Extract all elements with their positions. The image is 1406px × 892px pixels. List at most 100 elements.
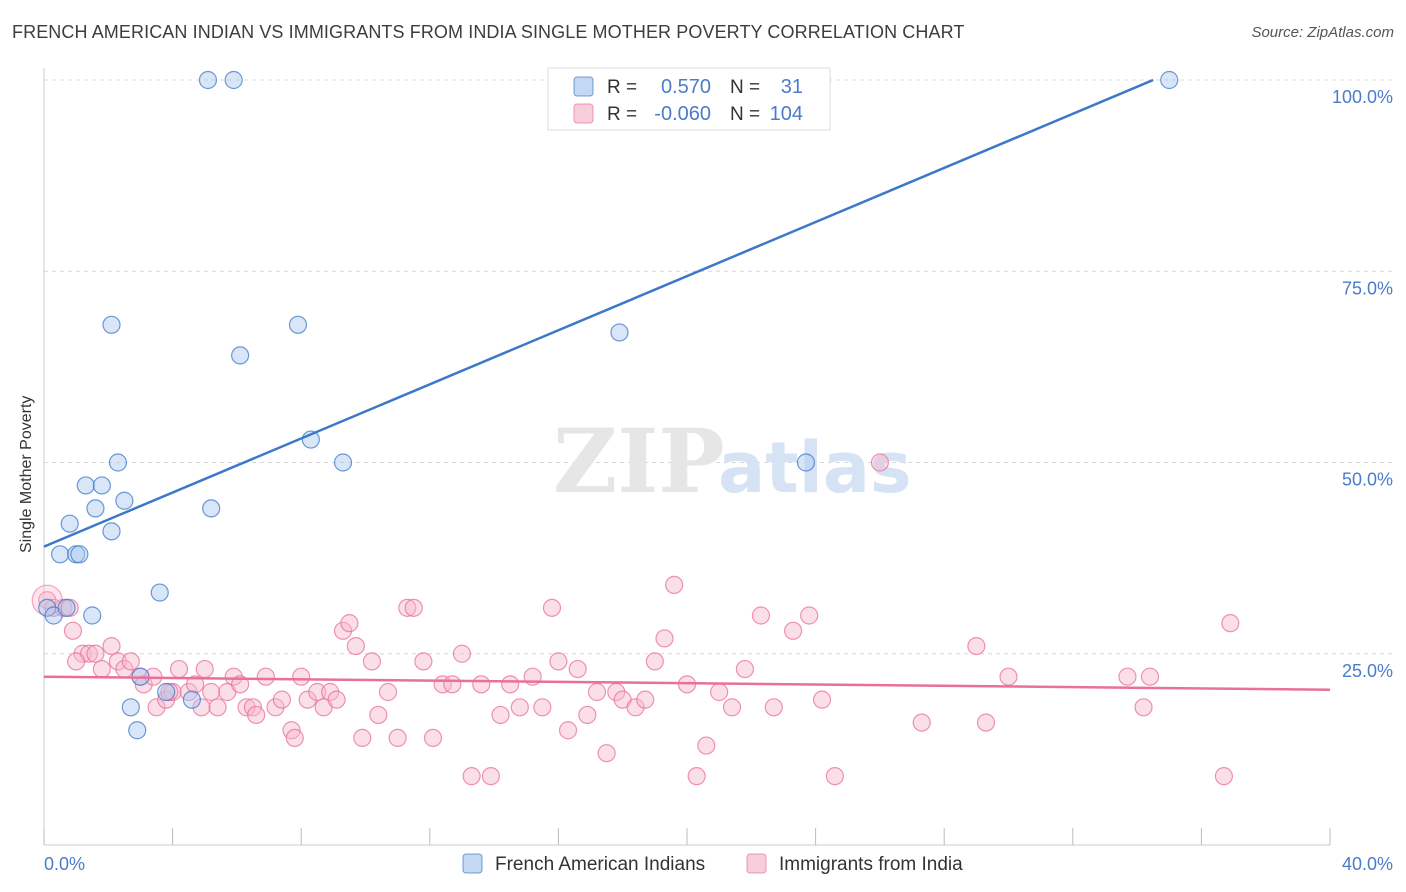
- point-immigrants-from-india: [687, 767, 706, 786]
- legend-n-value: 31: [781, 76, 803, 98]
- point-immigrants-from-india: [751, 606, 771, 625]
- point-immigrants-from-india: [298, 690, 317, 709]
- y-tick-label: 75.0%: [1342, 278, 1393, 298]
- point-immigrants-from-india: [636, 690, 655, 709]
- legend-r-value: -0.060: [654, 103, 711, 125]
- point-immigrants-from-india: [645, 652, 664, 671]
- point-immigrants-from-india: [147, 698, 166, 717]
- point-french-american-indian: [70, 545, 89, 564]
- point-immigrants-from-india: [665, 575, 684, 595]
- trend-line-immigrants-from-india: [43, 675, 1331, 691]
- point-immigrants-from-india: [501, 675, 520, 694]
- point-immigrants-from-india: [542, 598, 562, 617]
- point-immigrants-from-india: [346, 636, 365, 656]
- point-immigrants-from-india: [462, 767, 481, 786]
- point-french-american-indian: [60, 514, 79, 533]
- series-french-american-indians: [38, 70, 1179, 740]
- point-immigrants-from-india: [362, 652, 382, 671]
- legend-r-label: R =: [607, 104, 637, 125]
- watermark-zip: ZIP: [553, 409, 725, 513]
- point-french-american-indian: [150, 583, 169, 602]
- gridlines: [44, 79, 1395, 655]
- point-immigrants-from-india: [231, 675, 250, 694]
- point-french-american-indian: [108, 453, 128, 472]
- point-french-american-indian: [121, 698, 140, 717]
- point-french-american-indian: [50, 545, 70, 564]
- point-french-american-indian: [202, 499, 221, 518]
- point-immigrants-from-india: [285, 728, 304, 748]
- point-immigrants-from-india: [491, 705, 510, 725]
- point-immigrants-from-india: [587, 682, 607, 702]
- point-immigrants-from-india: [452, 644, 472, 663]
- point-immigrants-from-india: [912, 713, 931, 732]
- point-immigrants-from-india: [1118, 667, 1137, 686]
- point-immigrants-from-india: [1221, 614, 1240, 633]
- point-immigrants-from-india: [533, 698, 552, 717]
- point-immigrants-from-india: [202, 682, 221, 702]
- point-french-american-indian: [157, 682, 176, 702]
- point-immigrants-from-india: [1140, 667, 1160, 686]
- point-immigrants-from-india: [414, 652, 433, 671]
- point-immigrants-from-india: [186, 675, 205, 694]
- bottom-legend: French American Indians Immigrants from I…: [462, 853, 963, 875]
- x-tick-label-max: 40.0%: [1342, 854, 1393, 874]
- point-immigrants-from-india: [423, 728, 443, 748]
- point-immigrants-from-india: [308, 682, 327, 702]
- point-french-american-indian: [128, 721, 147, 740]
- point-french-american-indian: [231, 346, 250, 365]
- point-immigrants-from-india: [272, 690, 292, 709]
- legend-r-value: 0.570: [661, 76, 711, 98]
- point-immigrants-from-india: [247, 705, 266, 725]
- point-immigrants-from-india: [655, 629, 674, 648]
- point-immigrants-from-india: [870, 453, 890, 472]
- point-immigrants-from-india: [510, 698, 529, 717]
- point-immigrants-from-india: [102, 636, 121, 656]
- trend-line-french-american-indians: [43, 78, 1154, 548]
- point-immigrants-from-india: [92, 659, 111, 679]
- point-immigrants-from-india: [800, 606, 819, 625]
- legend-r-label: R =: [607, 77, 637, 98]
- axes: [43, 68, 1331, 846]
- point-immigrants-from-india: [443, 675, 462, 694]
- point-immigrants-from-india: [398, 598, 417, 617]
- point-immigrants-from-india: [976, 713, 996, 732]
- point-immigrants-from-india: [558, 721, 578, 740]
- bottom-legend-label: French American Indians: [495, 854, 705, 875]
- point-immigrants-from-india: [378, 682, 398, 702]
- point-immigrants-from-india: [578, 705, 597, 725]
- point-immigrants-from-india: [340, 614, 359, 633]
- watermark: ZIP atlas: [553, 409, 912, 513]
- point-immigrants-from-india: [388, 728, 407, 748]
- point-immigrants-from-india: [472, 675, 491, 694]
- tick-labels: 25.0% 50.0% 75.0% 100.0% 0.0% 40.0%: [44, 87, 1393, 874]
- bottom-legend-label: Immigrants from India: [779, 854, 963, 875]
- y-tick-label: 50.0%: [1342, 470, 1393, 490]
- point-french-american-indian: [1160, 70, 1179, 90]
- chart-title: FRENCH AMERICAN INDIAN VS IMMIGRANTS FRO…: [12, 22, 965, 42]
- point-immigrants-from-india: [783, 621, 803, 640]
- point-immigrants-from-india: [327, 690, 346, 709]
- point-french-american-indian: [333, 453, 353, 472]
- trend-lines: [43, 78, 1331, 691]
- point-immigrants-from-india: [626, 698, 645, 717]
- point-immigrants-from-india: [404, 598, 423, 617]
- point-french-american-indian: [796, 453, 816, 472]
- point-french-american-indian: [224, 70, 243, 90]
- point-immigrants-from-india: [764, 698, 783, 717]
- point-french-american-indian: [76, 476, 95, 495]
- point-immigrants-from-india: [710, 682, 729, 702]
- legend-swatch: [573, 103, 594, 124]
- point-immigrants-from-india: [597, 744, 616, 763]
- legend-n-label: N =: [730, 77, 760, 98]
- point-french-american-indian: [288, 315, 308, 334]
- legend-n-label: N =: [730, 104, 760, 125]
- point-immigrants-from-india: [825, 767, 844, 786]
- point-french-american-indian: [610, 323, 629, 342]
- point-french-american-indian: [182, 690, 201, 709]
- point-french-american-indian: [57, 598, 76, 617]
- point-immigrants-from-india: [195, 659, 214, 679]
- legend: R = 0.570 N = 31 R = -0.060 N = 104: [547, 67, 831, 131]
- legend-n-value: 104: [770, 103, 803, 125]
- point-immigrants-from-india: [369, 705, 388, 725]
